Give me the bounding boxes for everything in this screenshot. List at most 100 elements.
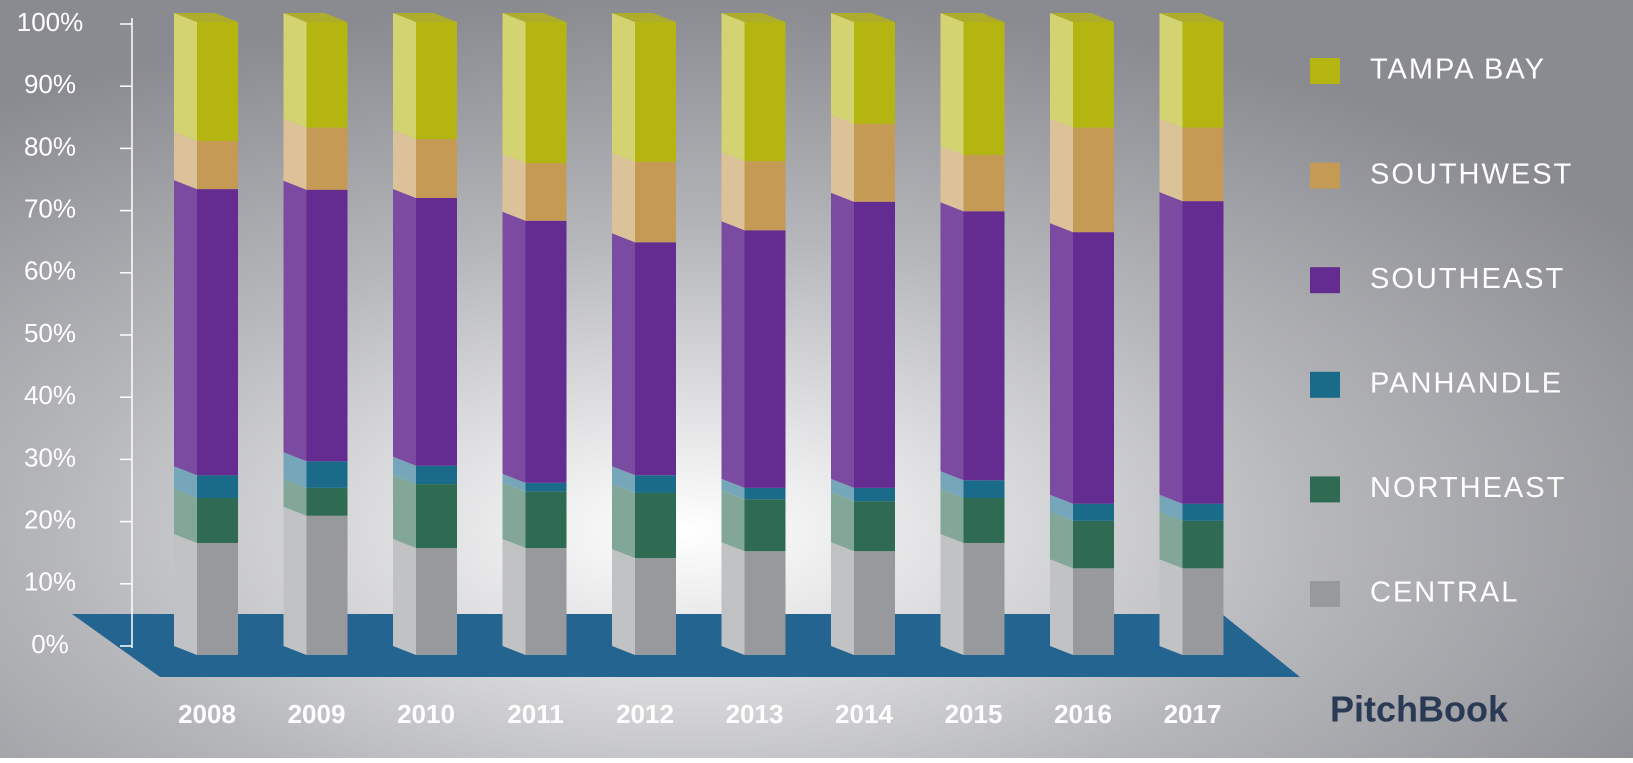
legend-label: SOUTHEAST xyxy=(1370,263,1565,295)
bar-side xyxy=(940,533,964,655)
bar-side xyxy=(612,549,635,655)
bar-segment xyxy=(963,154,1005,212)
bar-side xyxy=(393,13,416,140)
bar-side xyxy=(1050,511,1073,569)
bar-side xyxy=(283,478,307,516)
bar-segment xyxy=(416,22,457,140)
bar-segment xyxy=(744,230,786,488)
bar-segment xyxy=(416,548,457,655)
bar-side xyxy=(1159,13,1183,128)
bar-segment xyxy=(635,492,676,559)
x-tick-label: 2008 xyxy=(178,699,236,729)
bar-top xyxy=(831,13,895,22)
bar-segment xyxy=(963,22,1005,155)
bar-segment xyxy=(525,163,567,221)
bar-segment xyxy=(306,461,348,488)
watermark: PitchBook xyxy=(1330,689,1509,730)
bar-segment xyxy=(525,491,567,549)
bar-side xyxy=(1050,494,1073,521)
bar-side xyxy=(831,192,854,488)
x-tick-label: 2012 xyxy=(616,699,674,729)
bar-segment xyxy=(744,499,786,552)
bar-side xyxy=(283,180,307,462)
bar-segment xyxy=(744,487,786,500)
bar-side xyxy=(1159,559,1183,655)
bar-side xyxy=(283,13,307,128)
bar-side xyxy=(940,145,964,212)
bar-segment xyxy=(416,197,457,466)
bar-top xyxy=(1159,13,1224,22)
bar-side xyxy=(393,475,416,549)
bar-side xyxy=(721,478,745,500)
bar-segment xyxy=(854,487,895,502)
bar-segment xyxy=(1182,201,1224,504)
bar-side xyxy=(1159,494,1183,521)
bar-side xyxy=(940,13,964,155)
y-tick-label: 40% xyxy=(24,380,76,410)
bar-segment xyxy=(306,515,348,655)
x-tick-label: 2013 xyxy=(726,699,784,729)
bar-segment xyxy=(306,127,348,190)
bar-side xyxy=(174,132,197,190)
y-tick-label: 90% xyxy=(24,69,76,99)
bar-side xyxy=(393,539,416,655)
bar-segment xyxy=(197,542,238,655)
bar-side xyxy=(940,489,964,543)
bar-segment xyxy=(1182,520,1224,569)
bar-segment xyxy=(306,487,348,516)
bar-side xyxy=(283,506,307,655)
bar-top xyxy=(283,13,348,22)
bar-side xyxy=(502,482,526,549)
bar-side xyxy=(174,13,197,142)
bar-side xyxy=(174,533,197,655)
bar-segment xyxy=(1073,568,1114,655)
bar-side xyxy=(721,13,745,162)
bar-side xyxy=(1159,192,1183,504)
bar-side xyxy=(831,13,854,124)
bar-segment xyxy=(635,22,676,162)
bar-side xyxy=(1050,118,1073,233)
bar-segment xyxy=(1182,503,1224,521)
y-tick-label: 0% xyxy=(31,629,69,659)
bar-side xyxy=(283,452,307,488)
bar-segment xyxy=(306,22,348,128)
bar-side xyxy=(721,221,745,488)
bar-side xyxy=(831,478,854,502)
bar-segment xyxy=(963,542,1005,655)
legend-swatch xyxy=(1310,267,1340,294)
bar-side xyxy=(174,180,197,476)
legend-label: NORTHEAST xyxy=(1370,472,1566,504)
bar-top xyxy=(502,13,567,22)
bar-side xyxy=(393,456,416,485)
bar-top xyxy=(940,13,1005,22)
bar-side xyxy=(831,114,854,202)
floor xyxy=(72,614,1300,677)
bar-segment xyxy=(197,475,238,499)
bar-side xyxy=(1050,13,1073,128)
bar-segment xyxy=(1073,503,1114,521)
bar-side xyxy=(612,152,635,243)
legend-swatch xyxy=(1310,371,1340,398)
bar-side xyxy=(612,233,635,476)
bar-segment xyxy=(1073,22,1114,128)
bar-segment xyxy=(525,482,567,492)
bar-side xyxy=(502,473,526,492)
legend-label: PANHANDLE xyxy=(1370,367,1563,399)
y-tick-label: 10% xyxy=(24,567,76,597)
bar-side xyxy=(1159,511,1183,569)
x-tick-label: 2017 xyxy=(1164,699,1222,729)
bar-side xyxy=(393,188,416,466)
bar-segment xyxy=(306,189,348,462)
bar-segment xyxy=(963,480,1005,499)
bar-segment xyxy=(635,161,676,243)
legend-swatch xyxy=(1310,162,1340,189)
bar-segment xyxy=(744,22,786,162)
y-tick-label: 100% xyxy=(17,7,84,37)
bar-segment xyxy=(744,551,786,655)
bar-segment xyxy=(197,141,238,190)
bar-segment xyxy=(1073,232,1114,504)
bar-segment xyxy=(197,189,238,476)
bar-top xyxy=(174,13,238,22)
bar-side xyxy=(1050,559,1073,655)
